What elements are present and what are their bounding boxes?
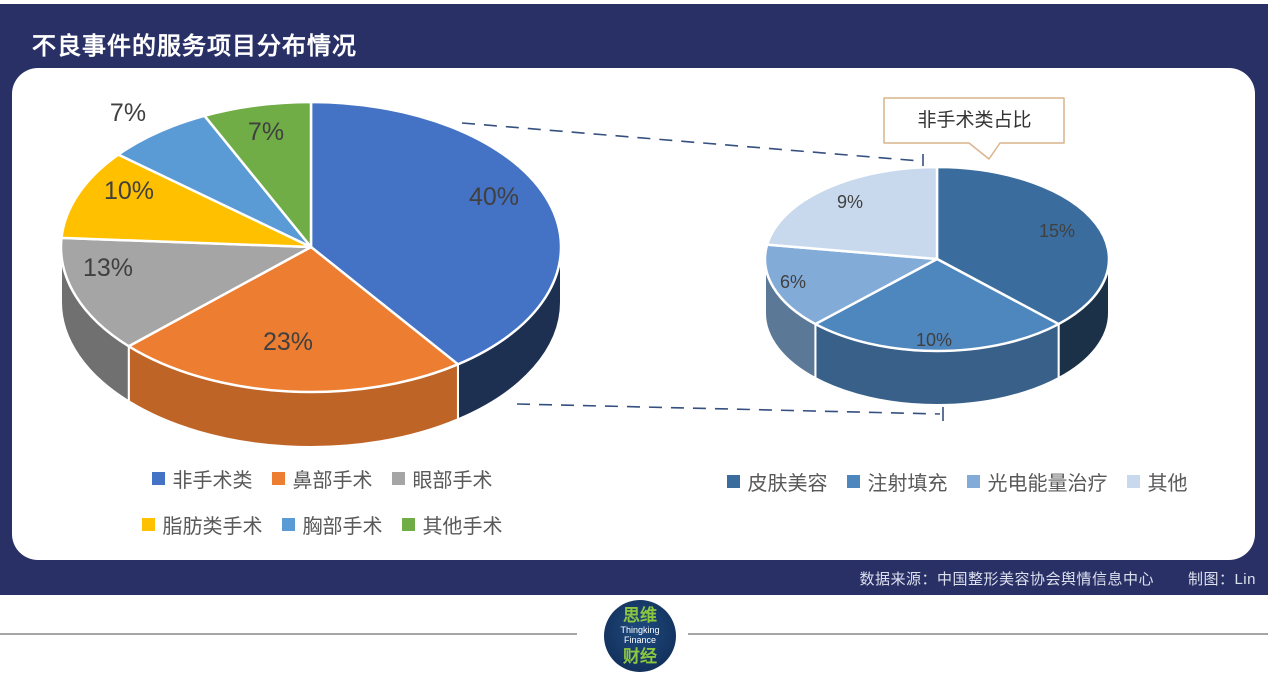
right-pie-legend: 皮肤美容 注射填充 光电能量治疗 其他 (662, 467, 1252, 513)
legend-marker (141, 518, 155, 531)
legend-marker (846, 475, 860, 488)
source-line: 数据来源：中国整形美容协会舆情信息中心 制图：Lin (859, 568, 1256, 589)
pie-slice-其他手术 (203, 100, 313, 249)
pie-slice-其他 (765, 165, 939, 261)
slice-label-光电能量治疗: 6% (780, 272, 806, 292)
chart-card: 40% 23% 13% 10% 7% 7% 15% 10% 6% 9% 非手术类占比 非手术类 鼻… (12, 68, 1255, 560)
pie-charts-canvas: 40% 23% 13% 10% 7% 7% 15% 10% 6% 9% (59, 97, 1111, 448)
pie-slice-光电能量治疗 (763, 243, 939, 326)
slice-label-注射填充: 10% (916, 330, 952, 350)
legend-row: 脂肪类手术 胸部手术 其他手术 (42, 510, 602, 539)
legend-item-皮肤美容: 皮肤美容 (726, 467, 828, 496)
slice-label-眼部手术: 13% (83, 254, 133, 282)
legend-item-其他手术: 其他手术 (401, 510, 503, 539)
data-source-text: 数据来源：中国整形美容协会舆情信息中心 (859, 571, 1154, 588)
logo-chinese-top: 思维 (623, 606, 657, 626)
legend-marker (151, 472, 165, 485)
divider-line-right (688, 633, 1268, 635)
legend-label: 脂肪类手术 (162, 516, 263, 538)
slice-label-皮肤美容: 15% (1039, 221, 1075, 241)
footer-strip: 思维 Thingking Finance 财经 (0, 595, 1268, 673)
legend-item-脂肪类手术: 脂肪类手术 (141, 510, 263, 539)
legend-row: 皮肤美容 注射填充 光电能量治疗 其他 (662, 467, 1252, 496)
callout-label: 非手术类占比 (917, 110, 1032, 131)
slice-label-其他手术: 7% (248, 118, 284, 146)
legend-label: 胸部手术 (302, 516, 383, 538)
legend-item-胸部手术: 胸部手术 (281, 510, 383, 539)
legend-item-非手术类: 非手术类 (151, 464, 253, 493)
legend-label: 其他 (1147, 473, 1188, 495)
pie-slice-注射填充 (814, 257, 1060, 353)
legend-label: 鼻部手术 (292, 470, 373, 492)
connector-dashed-bottom (516, 403, 941, 415)
legend-item-光电能量治疗: 光电能量治疗 (966, 467, 1108, 496)
connector-lines (461, 122, 944, 421)
legend-marker (391, 472, 405, 485)
legend-item-注射填充: 注射填充 (846, 467, 948, 496)
legend-label: 注射填充 (867, 473, 948, 495)
pie-slice-脂肪类手术 (60, 153, 313, 249)
slice-label-鼻部手术: 23% (263, 328, 313, 356)
pie-slice-胸部手术 (117, 114, 313, 249)
pie-slice-鼻部手术 (127, 245, 460, 394)
connector-dashed-top (461, 122, 921, 162)
slice-label-非手术类: 40% (469, 183, 519, 211)
credit-text: 制图：Lin (1187, 571, 1256, 588)
legend-marker (281, 518, 295, 531)
pie-slice-皮肤美容 (935, 165, 1111, 326)
divider-line-left (0, 633, 577, 635)
brand-logo: 思维 Thingking Finance 财经 (604, 600, 676, 672)
legend-marker (1126, 475, 1140, 488)
pie-slice-眼部手术 (59, 236, 313, 348)
legend-marker (401, 518, 415, 531)
legend-marker (271, 472, 285, 485)
logo-english-name: Thingking Finance (620, 625, 660, 646)
legend-item-鼻部手术: 鼻部手术 (271, 464, 373, 493)
legend-row: 非手术类 鼻部手术 眼部手术 (42, 464, 602, 493)
legend-marker (726, 475, 740, 488)
pie-slice-非手术类 (309, 100, 563, 366)
legend-label: 皮肤美容 (747, 473, 828, 495)
legend-label: 眼部手术 (412, 470, 493, 492)
legend-marker (966, 475, 980, 488)
right-pie-chart: 15% 10% 6% 9% (763, 165, 1111, 406)
legend-item-眼部手术: 眼部手术 (391, 464, 493, 493)
legend-item-其他: 其他 (1126, 467, 1188, 496)
slice-label-脂肪类手术: 10% (104, 177, 154, 205)
callout-bubble (883, 97, 1065, 160)
logo-english-line1: Thingking (620, 625, 660, 636)
left-pie-legend: 非手术类 鼻部手术 眼部手术脂肪类手术 胸部手术 其他手术 (42, 464, 602, 556)
logo-english-line2: Finance (623, 635, 657, 645)
slice-label-其他: 9% (837, 192, 863, 212)
slice-label-胸部手术: 7% (110, 99, 146, 127)
legend-label: 光电能量治疗 (987, 473, 1108, 495)
legend-label: 非手术类 (172, 470, 253, 492)
logo-chinese-bottom: 财经 (623, 646, 657, 666)
legend-label: 其他手术 (422, 516, 503, 538)
page-title: 不良事件的服务项目分布情况 (32, 33, 357, 60)
left-pie-chart: 40% 23% 13% 10% 7% 7% (59, 99, 563, 448)
